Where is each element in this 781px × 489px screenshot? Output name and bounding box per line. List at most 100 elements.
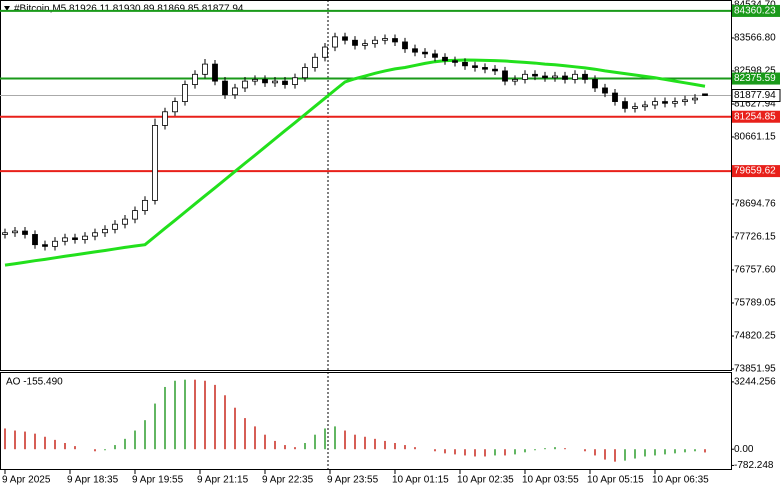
candle-body xyxy=(552,75,558,79)
candle-body xyxy=(352,39,358,46)
candle-body xyxy=(632,106,638,109)
candle-body xyxy=(492,68,498,72)
chart-title: #Bitcoin,M5 81926.11 81930.89 81869.85 8… xyxy=(14,4,244,15)
candle-body xyxy=(122,218,128,225)
candle-body xyxy=(2,232,8,235)
candle-body xyxy=(92,232,98,237)
x-tick-label: 9 Apr 22:35 xyxy=(262,475,314,486)
candle-body xyxy=(192,73,198,85)
x-tick-label: 9 Apr 23:55 xyxy=(327,475,379,486)
candle-body xyxy=(72,237,78,240)
candle-body xyxy=(252,79,258,82)
x-tick-label: 10 Apr 06:35 xyxy=(652,475,709,486)
candle-body xyxy=(472,65,478,68)
candle-body xyxy=(372,39,378,45)
candle-body xyxy=(342,36,348,41)
candle-body xyxy=(282,80,288,85)
y-tick-label: 74820.25 xyxy=(734,331,776,342)
candle-body xyxy=(432,53,438,58)
candle-body xyxy=(672,101,678,104)
candle-body xyxy=(702,93,708,96)
x-tick-label: 9 Apr 18:35 xyxy=(67,475,119,486)
candle-body xyxy=(522,73,528,80)
candle-body xyxy=(22,230,28,235)
candle-body xyxy=(222,80,228,96)
candle-body xyxy=(662,101,668,104)
candle-body xyxy=(152,125,158,201)
candle-body xyxy=(442,56,448,62)
candle-body xyxy=(512,79,518,82)
candle-body xyxy=(392,38,398,43)
candle-body xyxy=(542,75,548,79)
y-tick-label: 75789.05 xyxy=(734,298,776,309)
level-label-box xyxy=(732,4,780,17)
candle-body xyxy=(502,70,508,82)
candle-body xyxy=(612,92,618,102)
level-label-box xyxy=(732,110,780,123)
level-label: 81254.85 xyxy=(734,111,776,122)
candle-body xyxy=(312,56,318,68)
candle-body xyxy=(572,73,578,80)
candle-body xyxy=(32,234,38,246)
candle-body xyxy=(462,61,468,67)
candle-body xyxy=(62,237,68,242)
level-label: 82375.59 xyxy=(734,73,776,84)
y-tick-label: 81627.94 xyxy=(734,99,776,110)
candle-body xyxy=(582,73,588,80)
x-tick-label: 10 Apr 02:35 xyxy=(457,475,514,486)
candle-body xyxy=(262,79,268,84)
y-tick-label: -782.248 xyxy=(734,460,774,471)
y-tick-label: 3244.256 xyxy=(734,377,776,388)
candle-body xyxy=(412,48,418,53)
candle-body xyxy=(102,228,108,234)
y-tick-label: 77726.15 xyxy=(734,232,776,243)
y-tick-label: 83566.80 xyxy=(734,33,776,44)
candle-body xyxy=(292,77,298,85)
candle-body xyxy=(132,210,138,220)
candle-body xyxy=(52,240,58,247)
candle-body xyxy=(322,46,328,58)
x-tick-label: 10 Apr 03:55 xyxy=(522,475,579,486)
y-tick-label: 73851.95 xyxy=(734,364,776,375)
indicator-frame xyxy=(0,372,732,470)
candle-body xyxy=(532,73,538,77)
indicator-title: AO -155.490 xyxy=(6,377,63,388)
menu-icon[interactable] xyxy=(4,6,10,11)
level-label-box xyxy=(732,165,780,178)
moving-average xyxy=(4,58,706,267)
candle-body xyxy=(232,87,238,96)
x-tick-label: 10 Apr 01:15 xyxy=(392,475,449,486)
candle-body xyxy=(652,101,658,106)
candle-body xyxy=(422,51,428,55)
candle-body xyxy=(562,75,568,80)
candle-body xyxy=(592,79,598,89)
candle-body xyxy=(682,99,688,102)
candle-body xyxy=(272,80,278,84)
candle-body xyxy=(402,41,408,50)
x-tick-label: 9 Apr 21:15 xyxy=(197,475,249,486)
y-tick-label: 82598.25 xyxy=(734,66,776,77)
candle-body xyxy=(362,43,368,46)
candle-body xyxy=(142,199,148,212)
candle-body xyxy=(162,111,168,126)
level-label: 79659.62 xyxy=(734,166,776,177)
x-tick-label: 9 Apr 2025 xyxy=(2,475,51,486)
candle-body xyxy=(602,87,608,94)
candle-body xyxy=(202,63,208,75)
candle-body xyxy=(482,67,488,70)
candle-body xyxy=(12,230,18,234)
candle-body xyxy=(182,84,188,102)
candle-body xyxy=(642,104,648,108)
candle-body xyxy=(382,38,388,41)
y-tick-label: 78694.76 xyxy=(734,199,776,210)
candle-body xyxy=(692,97,698,101)
x-tick-label: 10 Apr 05:15 xyxy=(587,475,644,486)
candle-body xyxy=(622,101,628,109)
current-price-box xyxy=(731,89,781,103)
candle-body xyxy=(112,223,118,230)
y-tick-label: 76757.60 xyxy=(734,265,776,276)
candle-body xyxy=(332,36,338,48)
candle-body xyxy=(172,101,178,113)
